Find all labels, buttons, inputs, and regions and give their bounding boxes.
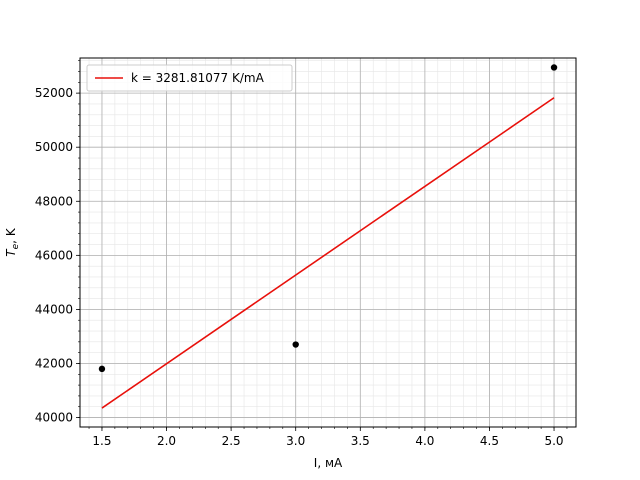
x-tick-label: 4.0: [415, 434, 434, 448]
legend-entry-label: k = 3281.81077 K/mA: [131, 71, 265, 85]
plot-frame: [79, 57, 577, 428]
x-tick-label: 5.0: [544, 434, 563, 448]
x-tick-label: 2.0: [157, 434, 176, 448]
x-axis: 1.5 2.0 2.5 3.0 3.5 4.0 4.5 5.0: [88, 427, 568, 448]
fit-line: [101, 97, 555, 409]
y-tick-label: 40000: [35, 411, 73, 425]
y-tick-label: 50000: [35, 140, 73, 154]
y-tick-label: 42000: [35, 356, 73, 370]
x-tick-label: 1.5: [92, 434, 111, 448]
data-point: [292, 341, 299, 348]
x-tick-label: 2.5: [222, 434, 241, 448]
y-axis-label-subscript: e: [11, 243, 21, 249]
legend: k = 3281.81077 K/mA: [86, 64, 293, 92]
y-tick-label: 46000: [35, 248, 73, 262]
y-tick-label: 52000: [35, 86, 73, 100]
y-axis-label-unit: , K: [4, 227, 18, 244]
x-tick-label: 3.5: [351, 434, 370, 448]
data-point: [98, 365, 106, 373]
x-tick-label: 4.5: [480, 434, 499, 448]
y-axis-label-symbol: T: [4, 248, 18, 257]
y-tick-label: 44000: [35, 302, 73, 316]
y-tick-label: 48000: [35, 194, 73, 208]
data-point: [550, 64, 558, 71]
legend-box: [86, 64, 293, 92]
series-layer: [98, 64, 558, 409]
y-axis-label: Te, K: [4, 227, 21, 257]
x-axis-label: I, мА: [314, 456, 343, 470]
major-grid: [80, 58, 576, 427]
x-tick-label: 3.0: [286, 434, 305, 448]
y-axis: 40000 42000 44000 46000 48000 50000 52000: [35, 60, 80, 425]
